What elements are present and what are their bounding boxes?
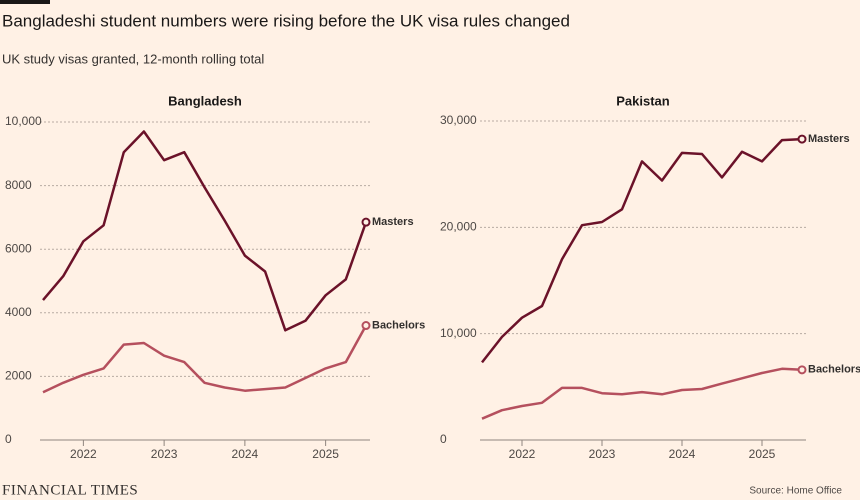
- series-label: Masters: [372, 216, 414, 228]
- x-tick-label: 2023: [151, 447, 178, 461]
- end-marker: [361, 217, 371, 227]
- y-tick-label: 10,000: [5, 114, 42, 128]
- x-tick-label: 2025: [749, 447, 776, 461]
- x-tick-label: 2024: [669, 447, 696, 461]
- series-line: [42, 130, 368, 332]
- series-label: Bachelors: [372, 319, 425, 331]
- end-marker: [361, 321, 371, 331]
- y-tick-label: 10,000: [440, 326, 477, 340]
- y-tick-label: 0: [5, 432, 12, 446]
- end-marker: [797, 365, 807, 375]
- y-tick-label: 6000: [5, 241, 32, 255]
- end-marker: [797, 134, 807, 144]
- page-title: Bangladeshi student numbers were rising …: [2, 11, 570, 30]
- source: Source: Home Office: [749, 486, 842, 497]
- panel-title: Bangladesh: [168, 93, 242, 108]
- x-tick-label: 2024: [232, 447, 259, 461]
- x-tick-label: 2025: [312, 447, 339, 461]
- series-line: [481, 367, 803, 420]
- series-line: [481, 137, 803, 364]
- panel-title: Pakistan: [616, 93, 670, 108]
- y-tick-label: 2000: [5, 369, 32, 383]
- series-label: Masters: [808, 133, 850, 145]
- y-tick-label: 4000: [5, 305, 32, 319]
- series-line: [42, 324, 368, 394]
- y-tick-label: 8000: [5, 178, 32, 192]
- series-label: Bachelors: [808, 364, 860, 376]
- y-tick-label: 20,000: [440, 220, 477, 234]
- brand: FINANCIAL TIMES: [2, 482, 138, 498]
- x-tick-label: 2023: [589, 447, 616, 461]
- x-tick-label: 2022: [509, 447, 536, 461]
- brand-bar: [0, 0, 50, 4]
- page-subtitle: UK study visas granted, 12-month rolling…: [2, 51, 264, 66]
- x-tick-label: 2022: [70, 447, 97, 461]
- y-tick-label: 30,000: [440, 113, 477, 127]
- y-tick-label: 0: [440, 432, 447, 446]
